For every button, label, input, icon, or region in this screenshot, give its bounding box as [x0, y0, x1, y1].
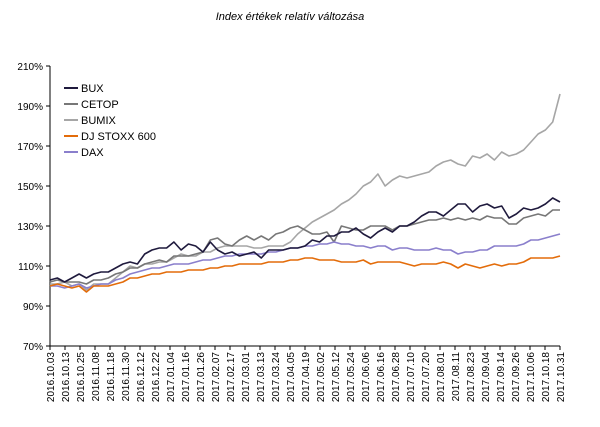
x-tick-label: 2017.06.06 [361, 352, 372, 402]
x-tick-label: 2016.11.08 [91, 352, 102, 402]
legend-label: BUMIX [81, 115, 117, 127]
x-tick-label: 2017.08.01 [436, 352, 447, 402]
x-tick-label: 2017.09.04 [481, 352, 492, 402]
x-tick-label: 2016.12.22 [151, 352, 162, 402]
x-tick-label: 2017.07.10 [406, 352, 417, 402]
x-tick-label: 2017.06.28 [391, 352, 402, 402]
x-tick-label: 2017.03.24 [271, 352, 282, 402]
y-tick-label: 90% [23, 302, 43, 313]
legend-label: DAX [81, 147, 104, 159]
series-line-cetop [49, 209, 560, 285]
y-tick-label: 210% [17, 62, 43, 73]
x-tick-label: 2017.01.16 [181, 352, 192, 402]
x-tick-label: 2017.04.05 [286, 352, 297, 402]
x-tick-label: 2017.09.26 [511, 352, 522, 402]
x-tick-label: 2017.01.04 [166, 352, 177, 402]
x-tick-label: 2017.04.19 [301, 352, 312, 402]
x-tick-label: 2017.02.17 [226, 352, 237, 402]
series-line-dj-stoxx-600 [49, 255, 561, 293]
series-line-bumix [50, 93, 561, 291]
legend-label: BUX [81, 83, 104, 95]
chart-title: Index értékek relatív változása [216, 11, 365, 23]
x-tick-label: 2017.10.18 [541, 352, 552, 402]
y-tick-label: 130% [17, 222, 43, 233]
y-tick-label: 170% [17, 142, 43, 153]
x-tick-label: 2017.08.23 [466, 352, 477, 402]
x-tick-label: 2017.05.24 [346, 352, 357, 402]
x-tick-label: 2017.03.13 [256, 352, 267, 402]
x-tick-label: 2017.05.12 [331, 352, 342, 402]
y-tick-label: 110% [18, 262, 43, 273]
x-tick-label: 2017.10.31 [556, 352, 567, 402]
legend-label: CETOP [81, 99, 119, 111]
y-tick-label: 150% [17, 182, 43, 193]
x-tick-label: 2016.10.03 [46, 352, 57, 402]
x-tick-label: 2017.09.14 [496, 352, 507, 402]
x-tick-label: 2017.01.26 [196, 352, 207, 402]
series-lines [49, 93, 561, 293]
y-axis-ticks: 70% 90% 110% 130% 150% 170% 190% 210% [17, 62, 50, 353]
y-tick-label: 190% [17, 102, 43, 113]
x-tick-label: 2016.10.25 [76, 352, 87, 402]
series-line-bux [49, 197, 561, 283]
x-tick-label: 2017.08.11 [451, 352, 462, 402]
x-tick-label: 2017.07.20 [421, 352, 432, 402]
x-tick-label: 2017.05.02 [316, 352, 327, 402]
x-tick-label: 2016.12.12 [136, 352, 147, 402]
x-tick-label: 2016.11.18 [106, 352, 117, 402]
x-tick-label: 2017.10.06 [526, 352, 537, 402]
legend-label: DJ STOXX 600 [81, 131, 156, 143]
y-tick-label: 70% [23, 342, 43, 353]
legend: BUX CETOP BUMIX DJ STOXX 600 DAX [64, 83, 156, 159]
x-tick-label: 2017.03.01 [241, 352, 252, 402]
x-axis-ticks: 2016.10.03 2016.10.13 2016.10.25 2016.11.08… [46, 346, 567, 402]
x-tick-label: 2016.11.30 [121, 352, 132, 402]
x-tick-label: 2017.06.16 [376, 352, 387, 402]
x-tick-label: 2016.10.13 [61, 352, 72, 402]
x-tick-label: 2017.02.07 [211, 352, 222, 402]
